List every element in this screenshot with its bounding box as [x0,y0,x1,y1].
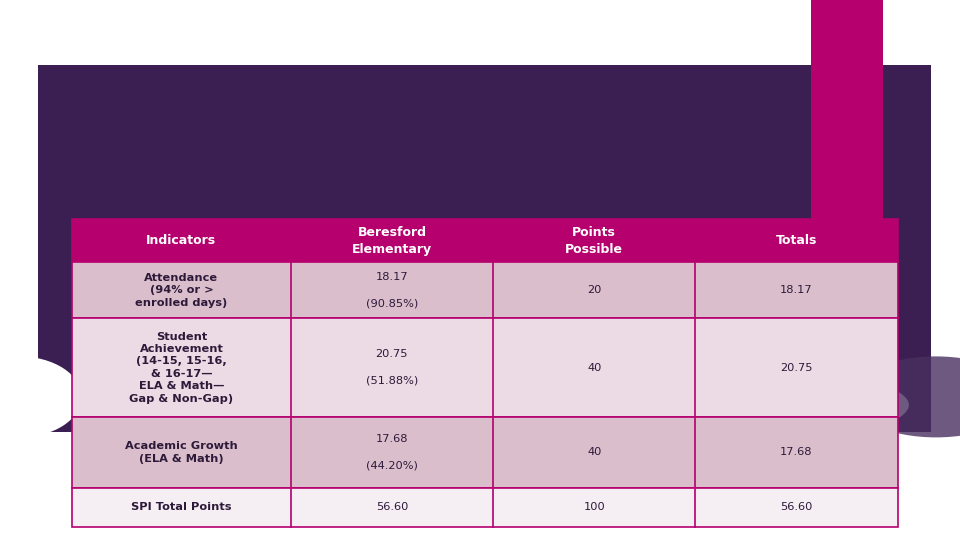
Text: Beresford
Elementary: Beresford Elementary [352,226,432,255]
Text: 17.68

(44.20%): 17.68 (44.20%) [366,434,418,471]
Ellipse shape [60,346,909,464]
Text: 17.68: 17.68 [780,448,813,457]
Text: 56.60: 56.60 [780,502,813,512]
Text: 20: 20 [587,285,601,295]
Bar [72,219,898,262]
Text: 18.17

(90.85%): 18.17 (90.85%) [366,272,418,308]
Text: SPI Total Points: SPI Total Points [132,502,231,512]
Bar [811,0,883,281]
Bar [72,318,898,417]
Text: Academic Growth
(ELA & Math): Academic Growth (ELA & Math) [125,441,238,464]
Text: Points
Possible: Points Possible [565,226,623,255]
Text: 100: 100 [584,502,605,512]
Text: 56.60: 56.60 [375,502,408,512]
Text: 20.75

(51.88%): 20.75 (51.88%) [366,349,418,386]
Ellipse shape [850,356,960,437]
Text: 20.75: 20.75 [780,362,813,373]
Text: 18.17: 18.17 [780,285,813,295]
Text: Attendance
(94% or >
enrolled days): Attendance (94% or > enrolled days) [135,273,228,308]
Bar [38,65,931,432]
Bar [72,262,898,318]
Bar [72,488,898,526]
Text: 40: 40 [587,362,601,373]
Text: Indicators: Indicators [146,234,216,247]
Text: Student
Achievement
(14-15, 15-16,
& 16-17—
ELA & Math—
Gap & Non-Gap): Student Achievement (14-15, 15-16, & 16-… [130,332,233,403]
Text: Totals: Totals [776,234,817,247]
Text: 40: 40 [587,448,601,457]
Ellipse shape [0,356,82,437]
Bar [72,417,898,488]
